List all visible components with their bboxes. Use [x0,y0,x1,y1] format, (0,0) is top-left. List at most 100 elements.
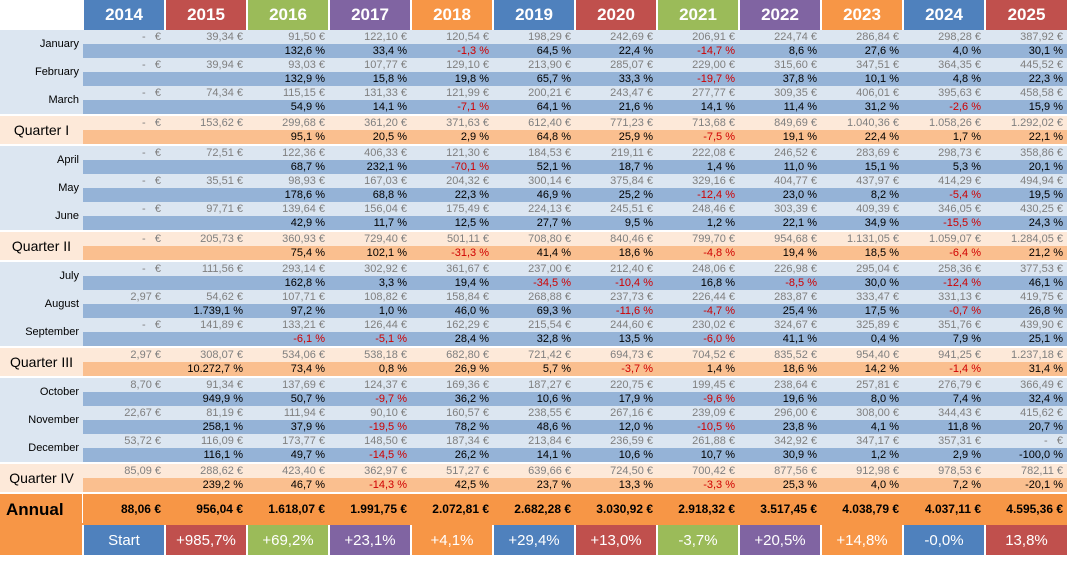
change-cell: 18,7 % [575,160,657,174]
value-cell: 501,11 € [411,232,493,246]
value-cell: 258,36 € [903,262,985,276]
value-cell: 941,25 € [903,348,985,362]
change-cell: 1,4 % [657,362,739,376]
value-cell: 108,82 € [329,290,411,304]
change-cell: 75,4 % [247,246,329,260]
row-separator [0,376,1067,378]
value-cell: 199,45 € [657,378,739,392]
change-cell [83,392,165,406]
value-cell: 713,68 € [657,116,739,130]
year-header-2017[interactable]: 2017 [328,0,411,30]
value-cell: 954,40 € [821,348,903,362]
value-cell: 445,52 € [985,58,1067,72]
separator [0,260,1067,262]
row-march-changes: 54,9 % 14,1 % -7,1 % 64,1 % 21,6 % 14,1 % 11,4… [0,100,1067,114]
change-cell [165,332,247,346]
change-cell: 20,1 % [985,160,1067,174]
value-cell: 2,97 € [83,348,165,362]
value-cell: 729,40 € [329,232,411,246]
change-cell: 21,6 % [575,100,657,114]
change-cell: 19,1 % [739,130,821,144]
value-cell: 220,75 € [575,378,657,392]
change-cell: 22,1 % [985,130,1067,144]
value-cell: 361,67 € [411,262,493,276]
change-cell: 13,3 % [575,478,657,492]
change-cell: 1.739,1 % [165,304,247,318]
year-header-2018[interactable]: 2018 [410,0,493,30]
value-cell: 612,40 € [493,116,575,130]
change-cell: 4,8 % [903,72,985,86]
value-cell: 293,14 € [247,262,329,276]
value-cell: - € [83,116,165,130]
change-cell [83,420,165,434]
change-cell: 95,1 % [247,130,329,144]
row-march-values: March - €74,34 €115,15 €131,33 €121,99 €2… [0,86,1067,114]
change-cell: 41,4 % [493,246,575,260]
value-cell: 257,81 € [821,378,903,392]
change-cell: 5,7 % [493,362,575,376]
year-header-2014[interactable]: 2014 [82,0,165,30]
value-cell: 360,93 € [247,232,329,246]
year-header-2020[interactable]: 2020 [574,0,657,30]
month-label: November [0,406,83,434]
change-cell: 32,4 % [985,392,1067,406]
change-cell: 7,2 % [903,478,985,492]
year-header-2022[interactable]: 2022 [738,0,821,30]
value-cell: 175,49 € [411,202,493,216]
change-cell: -1,4 % [903,362,985,376]
annual-growth-badge: +69,2% [246,523,329,555]
annual-total: 3.517,45 € [739,494,821,524]
quarter-label: Quarter III [0,348,83,376]
year-header-2023[interactable]: 2023 [820,0,903,30]
change-cell: 5,3 % [903,160,985,174]
change-cell: 14,1 % [493,448,575,462]
change-cell: 16,8 % [657,276,739,290]
value-cell: 107,77 € [329,58,411,72]
year-header-2019[interactable]: 2019 [492,0,575,30]
value-cell: 22,67 € [83,406,165,420]
value-cell: 724,50 € [575,464,657,478]
value-cell: 708,80 € [493,232,575,246]
change-cell: 132,9 % [247,72,329,86]
row-august-values: August 2,97 €54,62 €107,71 €108,82 €158,8… [0,290,1067,318]
annual-growth-badge: 13,8% [984,523,1067,555]
change-cell: 26,9 % [411,362,493,376]
change-cell: 19,4 % [739,246,821,260]
row-separator [0,144,1067,146]
value-cell: 261,88 € [657,434,739,448]
change-cell: 17,9 % [575,392,657,406]
change-cell: 1,7 % [903,130,985,144]
value-cell: 139,64 € [247,202,329,216]
change-cell: 68,7 % [247,160,329,174]
value-cell: 167,03 € [329,174,411,188]
value-cell: 296,00 € [739,406,821,420]
change-cell: 10,1 % [821,72,903,86]
change-cell: 14,1 % [329,100,411,114]
value-cell: 419,75 € [985,290,1067,304]
year-header-2021[interactable]: 2021 [656,0,739,30]
value-cell: - € [83,146,165,160]
change-cell: 46,1 % [985,276,1067,290]
change-cell: 12,0 % [575,420,657,434]
value-cell: 346,05 € [903,202,985,216]
value-cell: 285,07 € [575,58,657,72]
value-cell: 978,53 € [903,464,985,478]
change-cell [165,188,247,202]
year-header-2025[interactable]: 2025 [984,0,1067,30]
value-cell: 8,70 € [83,378,165,392]
change-cell: 46,9 % [493,188,575,202]
value-cell: 364,35 € [903,58,985,72]
separator [0,144,1067,146]
quarter-label: Quarter I [0,116,83,144]
year-header-2015[interactable]: 2015 [164,0,247,30]
year-header-2024[interactable]: 2024 [902,0,985,30]
change-cell: 3,3 % [329,276,411,290]
value-cell: - € [83,58,165,72]
change-cell: 4,1 % [821,420,903,434]
row-quarter-ii-values: Quarter II - €205,73 €360,93 €729,40 €501… [0,232,1067,260]
row-april-values: April - €72,51 €122,36 €406,33 €121,30 €1… [0,146,1067,174]
change-cell: 0,4 % [821,332,903,346]
change-cell: -9,7 % [329,392,411,406]
value-cell: 158,84 € [411,290,493,304]
year-header-2016[interactable]: 2016 [246,0,329,30]
